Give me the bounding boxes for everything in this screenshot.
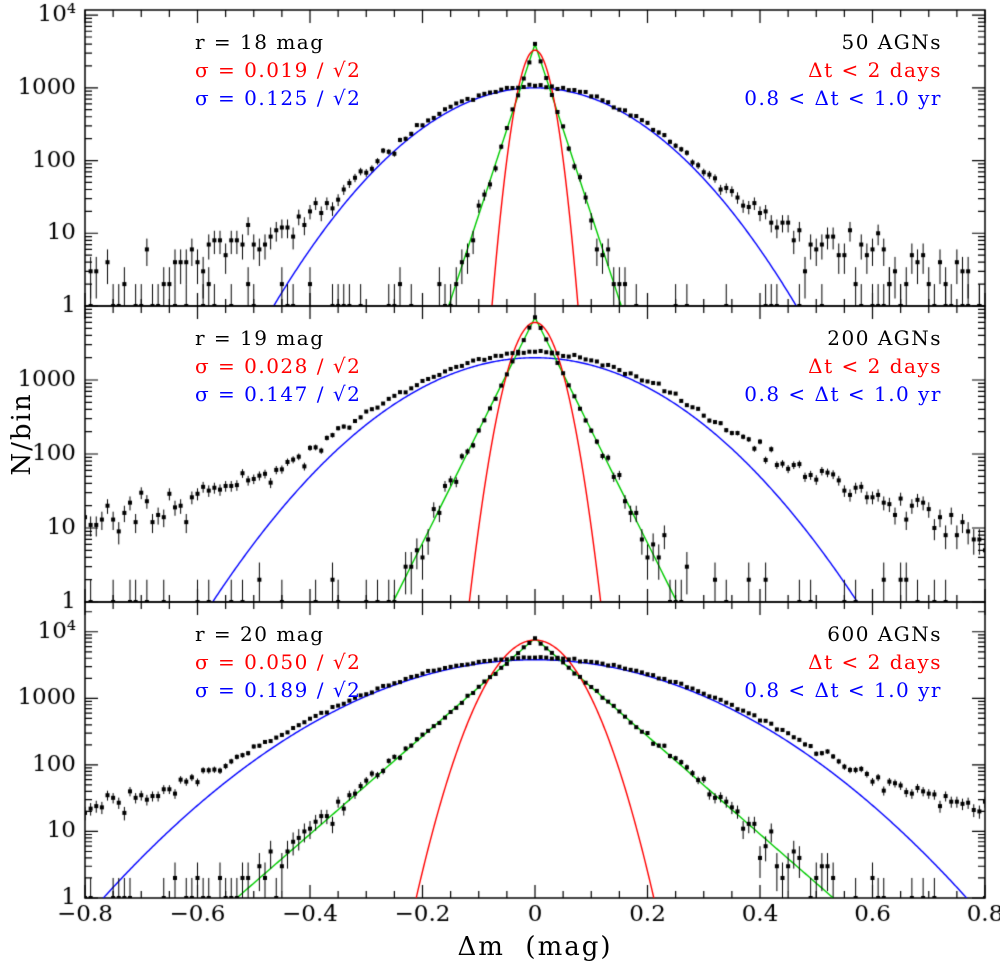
y-axis-title: N/bin <box>7 392 37 476</box>
panel3-sigma-short-label: σ = 0.050 / √2 <box>195 650 362 674</box>
panel2-sigma-short-label: σ = 0.028 / √2 <box>195 354 362 378</box>
panel2-sigma-long-label: σ = 0.147 / √2 <box>195 382 362 406</box>
panel3-long-lag-label: 0.8 < Δt < 1.0 yr <box>744 678 942 702</box>
panel1-mag-label: r = 18 mag <box>195 30 325 54</box>
panel2-agn-count-label: 200 AGNs <box>827 326 942 350</box>
panel2-long-lag-label: 0.8 < Δt < 1.0 yr <box>744 382 942 406</box>
panel1-sigma-long-label: σ = 0.125 / √2 <box>195 86 362 110</box>
panel3-agn-count-label: 600 AGNs <box>827 622 942 646</box>
panel3-sigma-long-label: σ = 0.189 / √2 <box>195 678 362 702</box>
panel2-mag-label: r = 19 mag <box>195 326 325 350</box>
x-axis-title: Δm (mag) <box>457 932 613 962</box>
panel1-sigma-short-label: σ = 0.019 / √2 <box>195 58 362 82</box>
panel1-agn-count-label: 50 AGNs <box>841 30 942 54</box>
panel2-short-lag-label: Δt < 2 days <box>808 354 942 378</box>
panel3-short-lag-label: Δt < 2 days <box>808 650 942 674</box>
panel1-long-lag-label: 0.8 < Δt < 1.0 yr <box>744 86 942 110</box>
panel1-short-lag-label: Δt < 2 days <box>808 58 942 82</box>
panel3-mag-label: r = 20 mag <box>195 622 325 646</box>
